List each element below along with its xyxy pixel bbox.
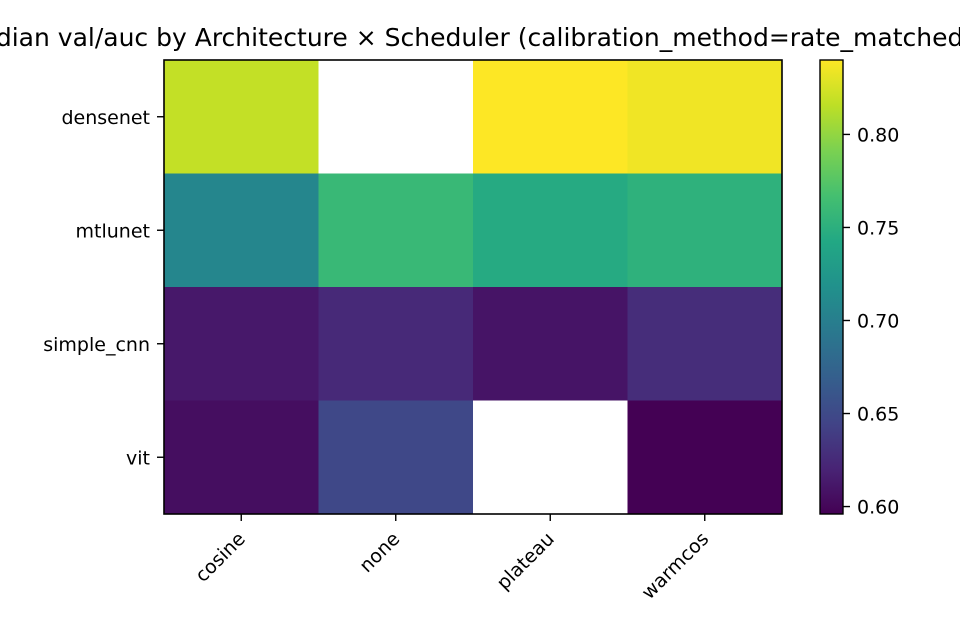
x-tick-label: none <box>355 528 404 577</box>
heatmap-cell <box>318 60 474 174</box>
heatmap-cell <box>164 400 319 515</box>
x-tick-label: warmcos <box>638 528 714 604</box>
colorbar-tick-label: 0.65 <box>857 404 899 426</box>
colorbar-gradient <box>820 60 843 514</box>
colorbar-frame <box>819 59 844 515</box>
heatmap-cell <box>318 173 474 288</box>
heatmap-cell <box>164 60 319 174</box>
colorbar-tick-label: 0.60 <box>857 497 899 519</box>
heatmap-cell <box>627 400 783 515</box>
heatmap-cell <box>164 173 319 288</box>
chart-title: Median val/auc by Architecture × Schedul… <box>0 23 960 52</box>
heatmap-cells <box>164 60 783 515</box>
heatmap-cell <box>473 400 628 515</box>
heatmap-cell <box>473 287 628 401</box>
plot-frame <box>163 59 783 515</box>
heatmap-cell <box>164 287 319 401</box>
heatmap-cell <box>318 287 474 401</box>
x-axis: cosine none plateau warmcos <box>191 514 713 604</box>
heatmap-cell <box>473 173 628 288</box>
heatmap-cell <box>627 60 783 174</box>
colorbar-tick-label: 0.70 <box>857 310 899 332</box>
heatmap-cell <box>473 60 628 174</box>
colorbar-axis: 0.60 0.65 0.70 0.75 0.80 <box>843 124 899 519</box>
colorbar-tick-label: 0.80 <box>857 124 899 146</box>
heatmap-cell <box>627 287 783 401</box>
heatmap-cell <box>318 400 474 515</box>
x-tick-label: plateau <box>492 528 558 594</box>
x-tick-label: cosine <box>191 528 250 587</box>
y-tick-label: densenet <box>61 107 150 129</box>
colorbar-tick-label: 0.75 <box>857 217 899 239</box>
y-tick-label: simple_cnn <box>43 334 150 356</box>
y-tick-label: mtlunet <box>76 220 150 242</box>
heatmap-cell <box>627 173 783 288</box>
y-tick-label: vit <box>126 447 150 469</box>
